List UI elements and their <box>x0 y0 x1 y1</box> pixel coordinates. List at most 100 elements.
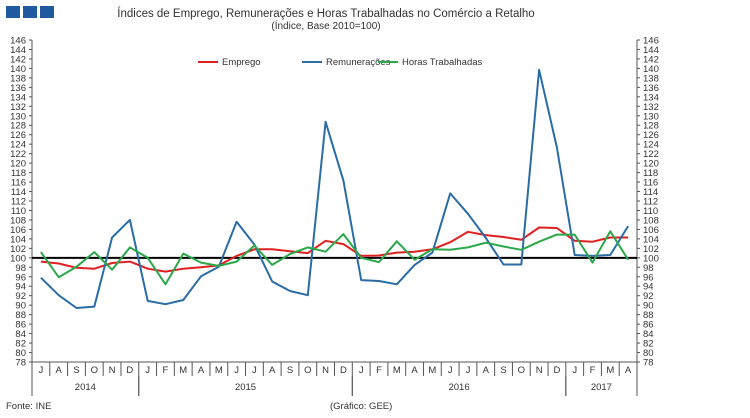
y-tick-label-left: 88 <box>15 310 26 321</box>
y-tick-label-left: 86 <box>15 320 26 331</box>
y-tick-label-right: 104 <box>643 234 659 245</box>
x-tick-label: N <box>109 365 116 376</box>
y-tick-label-left: 92 <box>15 291 26 302</box>
y-tick-label-right: 132 <box>643 102 659 113</box>
y-tick-label-left: 102 <box>10 244 26 255</box>
chart-subtitle: (Índice, Base 2010=100) <box>271 19 380 32</box>
y-tick-label-right: 120 <box>643 159 659 170</box>
y-tick-label-left: 138 <box>10 73 26 84</box>
y-tick-label-right: 122 <box>643 149 659 160</box>
year-label: 2015 <box>235 382 256 393</box>
y-tick-label-left: 96 <box>15 272 26 283</box>
y-tick-label-left: 118 <box>11 168 26 179</box>
y-tick-label-right: 108 <box>643 215 659 226</box>
y-tick-label-left: 110 <box>11 206 26 217</box>
y-tick-label-right: 118 <box>643 168 658 179</box>
y-tick-label-left: 122 <box>10 149 26 160</box>
y-tick-label-left: 94 <box>15 282 26 293</box>
y-tick-label-right: 78 <box>643 358 654 369</box>
x-tick-label: A <box>483 365 490 376</box>
x-tick-label: M <box>215 365 223 376</box>
legend-label-2: Horas Trabalhadas <box>402 57 483 68</box>
y-tick-label-left: 106 <box>10 225 26 236</box>
logo-block-3 <box>40 6 54 18</box>
y-tick-label-right: 90 <box>643 301 654 312</box>
x-tick-label: A <box>269 365 276 376</box>
y-tick-label-right: 100 <box>643 253 659 264</box>
y-tick-label-left: 134 <box>10 92 26 103</box>
y-tick-label-left: 82 <box>15 339 26 350</box>
y-tick-label-left: 112 <box>11 197 26 208</box>
logo-block-1 <box>6 6 20 18</box>
y-tick-label-right: 130 <box>643 111 659 122</box>
y-tick-label-left: 130 <box>10 111 26 122</box>
x-tick-label: M <box>606 365 614 376</box>
x-tick-label: J <box>145 365 150 376</box>
series-line-1 <box>40 68 629 309</box>
y-tick-label-left: 140 <box>10 64 26 75</box>
x-tick-label: M <box>179 365 187 376</box>
logo-block-2 <box>23 6 37 18</box>
x-tick-label: N <box>322 365 329 376</box>
y-tick-label-left: 146 <box>10 36 26 47</box>
y-tick-label-left: 142 <box>10 54 26 65</box>
y-tick-label-right: 126 <box>643 130 659 141</box>
year-label: 2016 <box>448 382 469 393</box>
x-tick-label: N <box>536 365 543 376</box>
y-tick-label-left: 116 <box>11 178 26 189</box>
x-tick-label: J <box>572 365 577 376</box>
y-tick-label-right: 86 <box>643 320 654 331</box>
y-tick-label-right: 94 <box>643 282 654 293</box>
x-tick-label: J <box>359 365 364 376</box>
y-tick-label-right: 112 <box>643 197 658 208</box>
x-tick-label: S <box>500 365 506 376</box>
x-tick-label: O <box>91 365 98 376</box>
x-tick-label: M <box>393 365 401 376</box>
y-tick-label-left: 114 <box>11 187 26 198</box>
y-tick-label-left: 126 <box>10 130 26 141</box>
source-note: Fonte: INE <box>6 401 52 412</box>
x-tick-label: F <box>590 365 596 376</box>
y-tick-label-left: 80 <box>15 348 26 359</box>
legend-label-0: Emprego <box>222 57 261 68</box>
credit-note: (Gráfico: GEE) <box>330 401 393 412</box>
y-tick-label-right: 80 <box>643 348 654 359</box>
y-tick-label-right: 144 <box>643 45 659 56</box>
x-tick-label: M <box>428 365 436 376</box>
y-tick-label-right: 88 <box>643 310 654 321</box>
x-tick-label: D <box>340 365 347 376</box>
y-tick-label-left: 108 <box>10 215 26 226</box>
x-tick-label: O <box>304 365 311 376</box>
x-tick-label: J <box>448 365 453 376</box>
x-tick-label: D <box>553 365 560 376</box>
y-tick-label-right: 106 <box>643 225 659 236</box>
x-tick-label: A <box>411 365 418 376</box>
x-tick-label: J <box>39 365 44 376</box>
y-tick-label-right: 92 <box>643 291 654 302</box>
y-tick-label-left: 98 <box>15 263 26 274</box>
y-tick-label-right: 82 <box>643 339 654 350</box>
x-tick-label: A <box>56 365 63 376</box>
x-tick-label: S <box>73 365 79 376</box>
y-tick-label-right: 98 <box>643 263 654 274</box>
x-tick-label: S <box>287 365 293 376</box>
y-tick-label-right: 110 <box>643 206 658 217</box>
x-tick-label: A <box>625 365 632 376</box>
series-line-2 <box>40 230 629 286</box>
x-tick-label: A <box>198 365 205 376</box>
x-tick-label: J <box>234 365 239 376</box>
y-tick-label-right: 140 <box>643 64 659 75</box>
y-tick-label-right: 142 <box>643 54 659 65</box>
y-tick-label-right: 84 <box>643 329 654 340</box>
legend: Emprego Remunerações Horas Trabalhadas <box>198 57 483 68</box>
x-tick-label: D <box>126 365 133 376</box>
y-tick-label-right: 96 <box>643 272 654 283</box>
y-tick-label-left: 124 <box>10 140 26 151</box>
legend-label-1: Remunerações <box>326 57 391 68</box>
y-tick-label-right: 116 <box>643 178 658 189</box>
y-tick-label-left: 120 <box>10 159 26 170</box>
x-tick-label: F <box>376 365 382 376</box>
y-tick-label-right: 134 <box>643 92 659 103</box>
y-tick-label-right: 114 <box>643 187 658 198</box>
